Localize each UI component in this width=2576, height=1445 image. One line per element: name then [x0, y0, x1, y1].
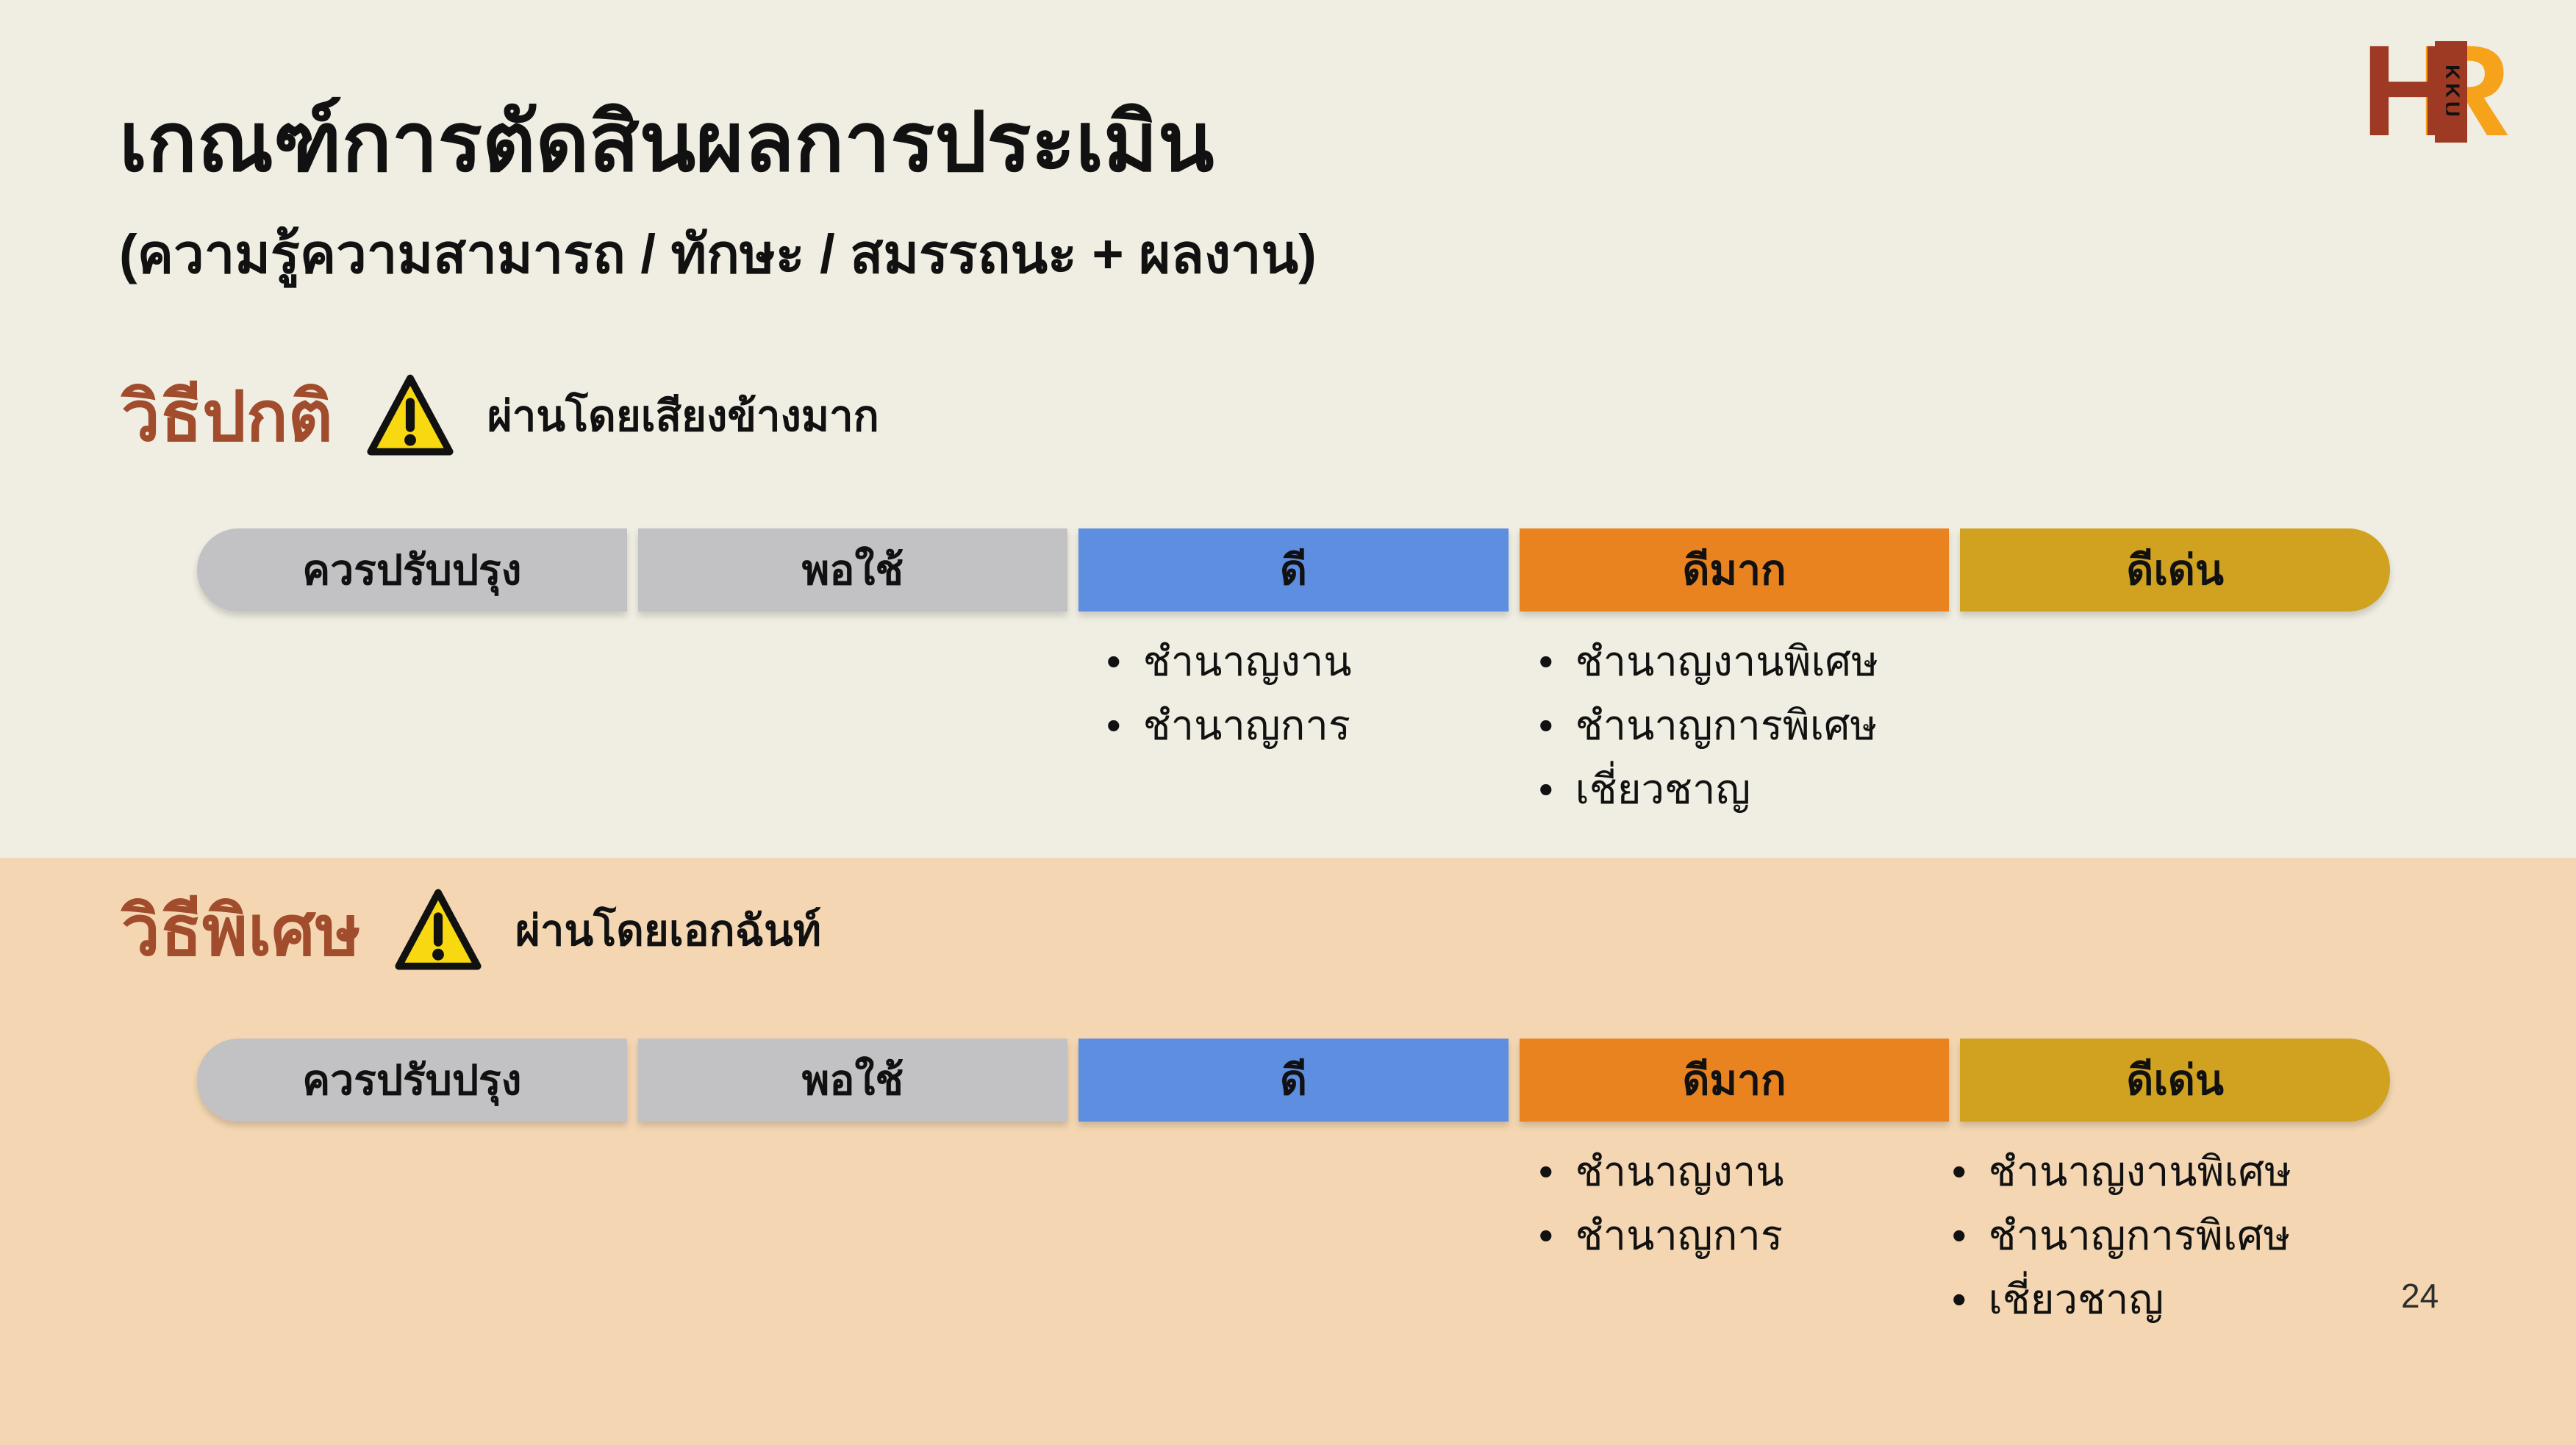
bullet-item: ชำนาญงาน: [1539, 1139, 1784, 1203]
section-heading: วิธีพิเศษ: [121, 892, 361, 969]
section-special-heading-row: วิธีพิเศษ ผ่านโดยเอกฉันท์: [121, 886, 821, 976]
bullet-list-under-very-good: ชำนาญงาน ชำนาญการ: [1539, 1139, 1784, 1267]
rating-bar-special: ควรปรับปรุง พอใช้ ดี ดีมาก ดีเด่น: [197, 1039, 2390, 1122]
bullet-item: ชำนาญงาน: [1106, 629, 1352, 693]
rating-segment: พอใช้: [637, 528, 1068, 612]
rating-segment: ดี: [1078, 1039, 1509, 1122]
rating-segment: ควรปรับปรุง: [197, 528, 627, 612]
bullet-item: เชี่ยวชาญ: [1539, 757, 1878, 821]
section-note: ผ่านโดยเสียงข้างมาก: [487, 392, 879, 441]
rating-segment: ดีมาก: [1519, 528, 1950, 612]
bullet-item: ชำนาญการ: [1106, 693, 1352, 757]
section-heading: วิธีปกติ: [121, 378, 333, 455]
bullet-item: ชำนาญงานพิเศษ: [1952, 1139, 2291, 1203]
rating-segment: ดีเด่น: [1960, 1039, 2390, 1122]
rating-segment: ควรปรับปรุง: [197, 1039, 627, 1122]
bullet-item: ชำนาญการพิเศษ: [1539, 693, 1878, 757]
bullet-item: ชำนาญการพิเศษ: [1952, 1203, 2291, 1267]
warning-icon: [395, 889, 482, 970]
bullet-item: เชี่ยวชาญ: [1952, 1267, 2291, 1331]
rating-bar-normal: ควรปรับปรุง พอใช้ ดี ดีมาก ดีเด่น: [197, 528, 2390, 612]
rating-segment: ดีมาก: [1519, 1039, 1950, 1122]
rating-segment: พอใช้: [637, 1039, 1068, 1122]
bullet-item: ชำนาญการ: [1539, 1203, 1784, 1267]
bullet-list-under-good: ชำนาญงาน ชำนาญการ: [1106, 629, 1352, 757]
warning-icon: [367, 374, 454, 456]
logo-letter-h: H: [2361, 19, 2455, 163]
slide-title: เกณฑ์การตัดสินผลการประเมิน: [119, 96, 1214, 188]
section-normal-heading-row: วิธีปกติ ผ่านโดยเสียงข้างมาก: [121, 372, 879, 462]
page-number: 24: [2401, 1277, 2439, 1315]
bullet-list-under-excellent: ชำนาญงานพิเศษ ชำนาญการพิเศษ เชี่ยวชาญ: [1952, 1139, 2291, 1331]
bullet-item: ชำนาญงานพิเศษ: [1539, 629, 1878, 693]
bullet-list-under-very-good: ชำนาญงานพิเศษ ชำนาญการพิเศษ เชี่ยวชาญ: [1539, 629, 1878, 821]
section-note: ผ่านโดยเอกฉันท์: [515, 907, 822, 955]
logo-kku-text: KKU: [2435, 41, 2467, 143]
hr-kku-logo: R KKU H: [2361, 19, 2523, 163]
rating-segment: ดี: [1078, 528, 1509, 612]
slide-subtitle: (ความรู้ความสามารถ / ทักษะ / สมรรถนะ + ผ…: [119, 223, 1317, 284]
rating-segment: ดีเด่น: [1960, 528, 2390, 612]
